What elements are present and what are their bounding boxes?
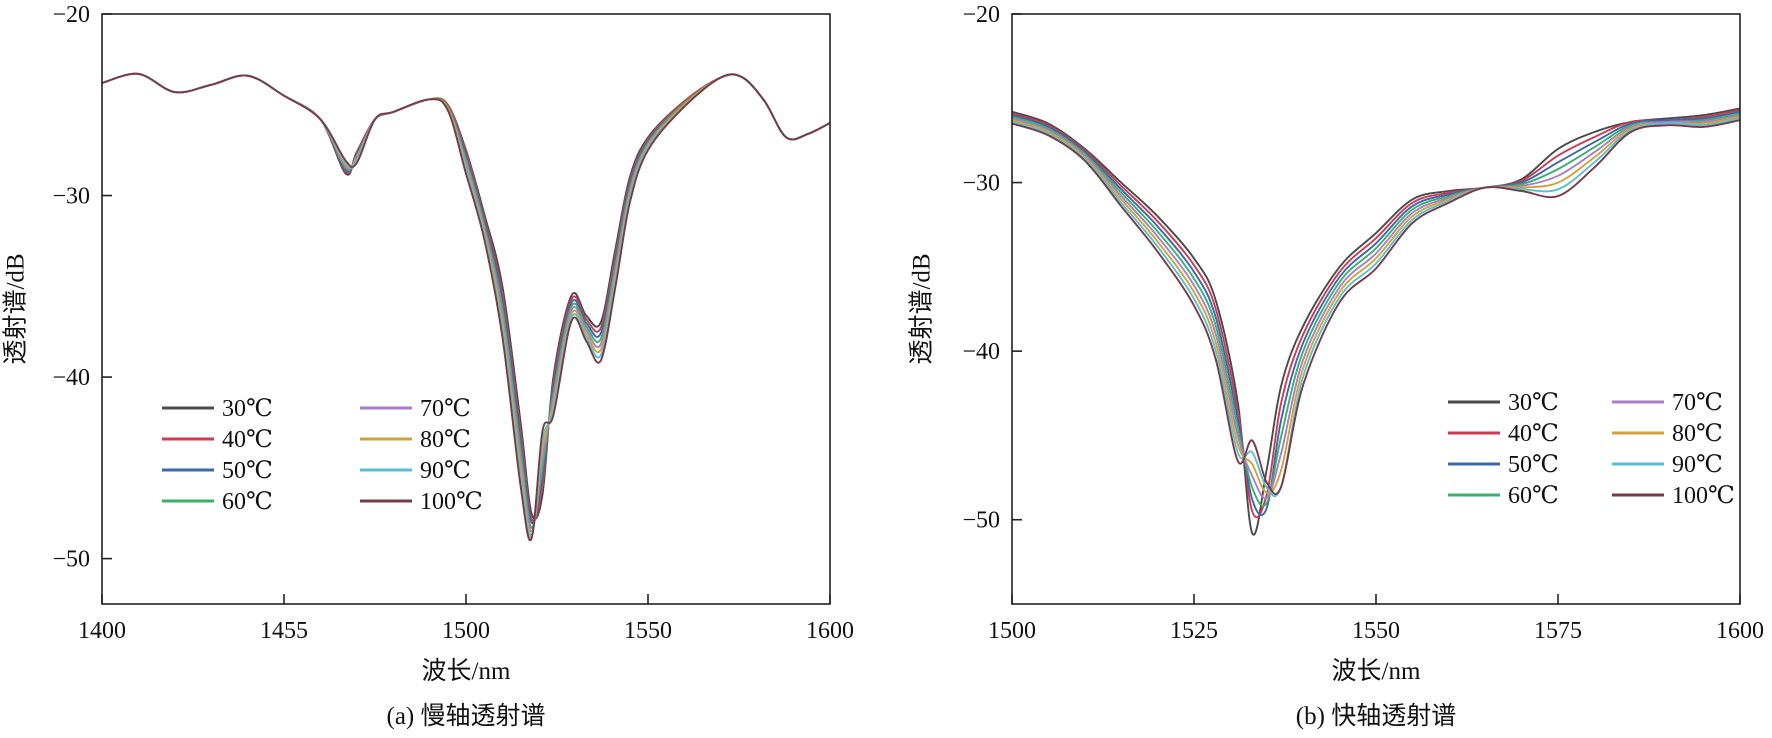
legend-label: 80℃ — [420, 427, 471, 453]
series-line-3 — [102, 72, 830, 524]
x-tick-label: 1550 — [624, 618, 672, 644]
series-line-8 — [1012, 119, 1740, 496]
y-tick-label: −20 — [962, 2, 1000, 28]
chart-panel-b: 1500 1525 1550 1575 1600 −20 −30 −40 −50 波长/nm 透… — [908, 2, 1764, 730]
legend-label: 90℃ — [1672, 452, 1723, 478]
x-tick-label: 1575 — [1534, 618, 1582, 644]
y-tick-label: −30 — [962, 171, 1000, 197]
x-tick-label: 1600 — [1716, 618, 1764, 644]
series-line-3 — [1012, 110, 1740, 517]
series-line-8 — [102, 72, 830, 542]
legend-label: 30℃ — [1508, 390, 1559, 416]
y-tick-label: −40 — [962, 339, 1000, 365]
plot-frame-b — [1011, 13, 1741, 605]
legend-label: 100℃ — [1672, 483, 1735, 509]
series-line-6 — [1012, 115, 1740, 494]
legend-label: 60℃ — [1508, 483, 1559, 509]
series-line-2 — [102, 72, 830, 522]
x-axis-title-b: 波长/nm — [1332, 657, 1421, 685]
legend-label: 60℃ — [222, 489, 273, 515]
y-tick-label: −20 — [52, 2, 90, 28]
caption-b: (b) 快轴透射谱 — [1296, 702, 1456, 730]
axis-ticks-b: 1500 1525 1550 1575 1600 −20 −30 −40 −50 — [962, 2, 1764, 644]
x-tick-label: 1525 — [1170, 618, 1218, 644]
legend-label: 70℃ — [420, 396, 471, 422]
y-axis-title-b: 透射谱/dB — [908, 253, 936, 364]
x-tick-label: 1600 — [806, 618, 854, 644]
legend-label: 80℃ — [1672, 421, 1723, 447]
caption-a: (a) 慢轴透射谱 — [387, 702, 546, 730]
legend-label: 40℃ — [1508, 421, 1559, 447]
x-tick-label: 1550 — [1352, 618, 1400, 644]
series-lines-b — [1012, 107, 1740, 536]
legend-a: 30℃ 40℃ 50℃ 60℃ 70℃ 80℃ 90℃ 100℃ — [162, 396, 483, 515]
legend-label: 50℃ — [222, 458, 273, 484]
series-line-1 — [1012, 107, 1740, 536]
y-tick-label: −50 — [962, 508, 1000, 534]
series-lines-a — [102, 72, 830, 542]
y-tick-label: −50 — [52, 547, 90, 573]
series-line-2 — [1012, 109, 1740, 519]
legend-label: 50℃ — [1508, 452, 1559, 478]
series-line-7 — [1012, 117, 1740, 498]
legend-b: 30℃ 40℃ 50℃ 60℃ 70℃ 80℃ 90℃ 100℃ — [1448, 390, 1735, 509]
axis-ticks-a: 1400 1455 1500 1550 1600 −20 −30 −40 −50 — [52, 2, 854, 644]
y-tick-label: −40 — [52, 365, 90, 391]
chart-panel-a: 1400 1455 1500 1550 1600 −20 −30 −40 −50 波长/nm 透… — [2, 2, 854, 730]
series-line-5 — [1012, 114, 1740, 500]
y-axis-title-a: 透射谱/dB — [2, 253, 30, 364]
x-tick-label: 1500 — [442, 618, 490, 644]
x-tick-label: 1500 — [988, 618, 1036, 644]
legend-label: 90℃ — [420, 458, 471, 484]
x-axis-title-a: 波长/nm — [422, 657, 511, 685]
x-tick-label: 1400 — [78, 618, 126, 644]
legend-label: 30℃ — [222, 396, 273, 422]
x-tick-label: 1455 — [260, 618, 308, 644]
legend-label: 100℃ — [420, 489, 483, 515]
y-tick-label: −30 — [52, 184, 90, 210]
series-line-4 — [1012, 112, 1740, 507]
legend-label: 40℃ — [222, 427, 273, 453]
legend-label: 70℃ — [1672, 390, 1723, 416]
plot-frame-a — [101, 13, 831, 605]
